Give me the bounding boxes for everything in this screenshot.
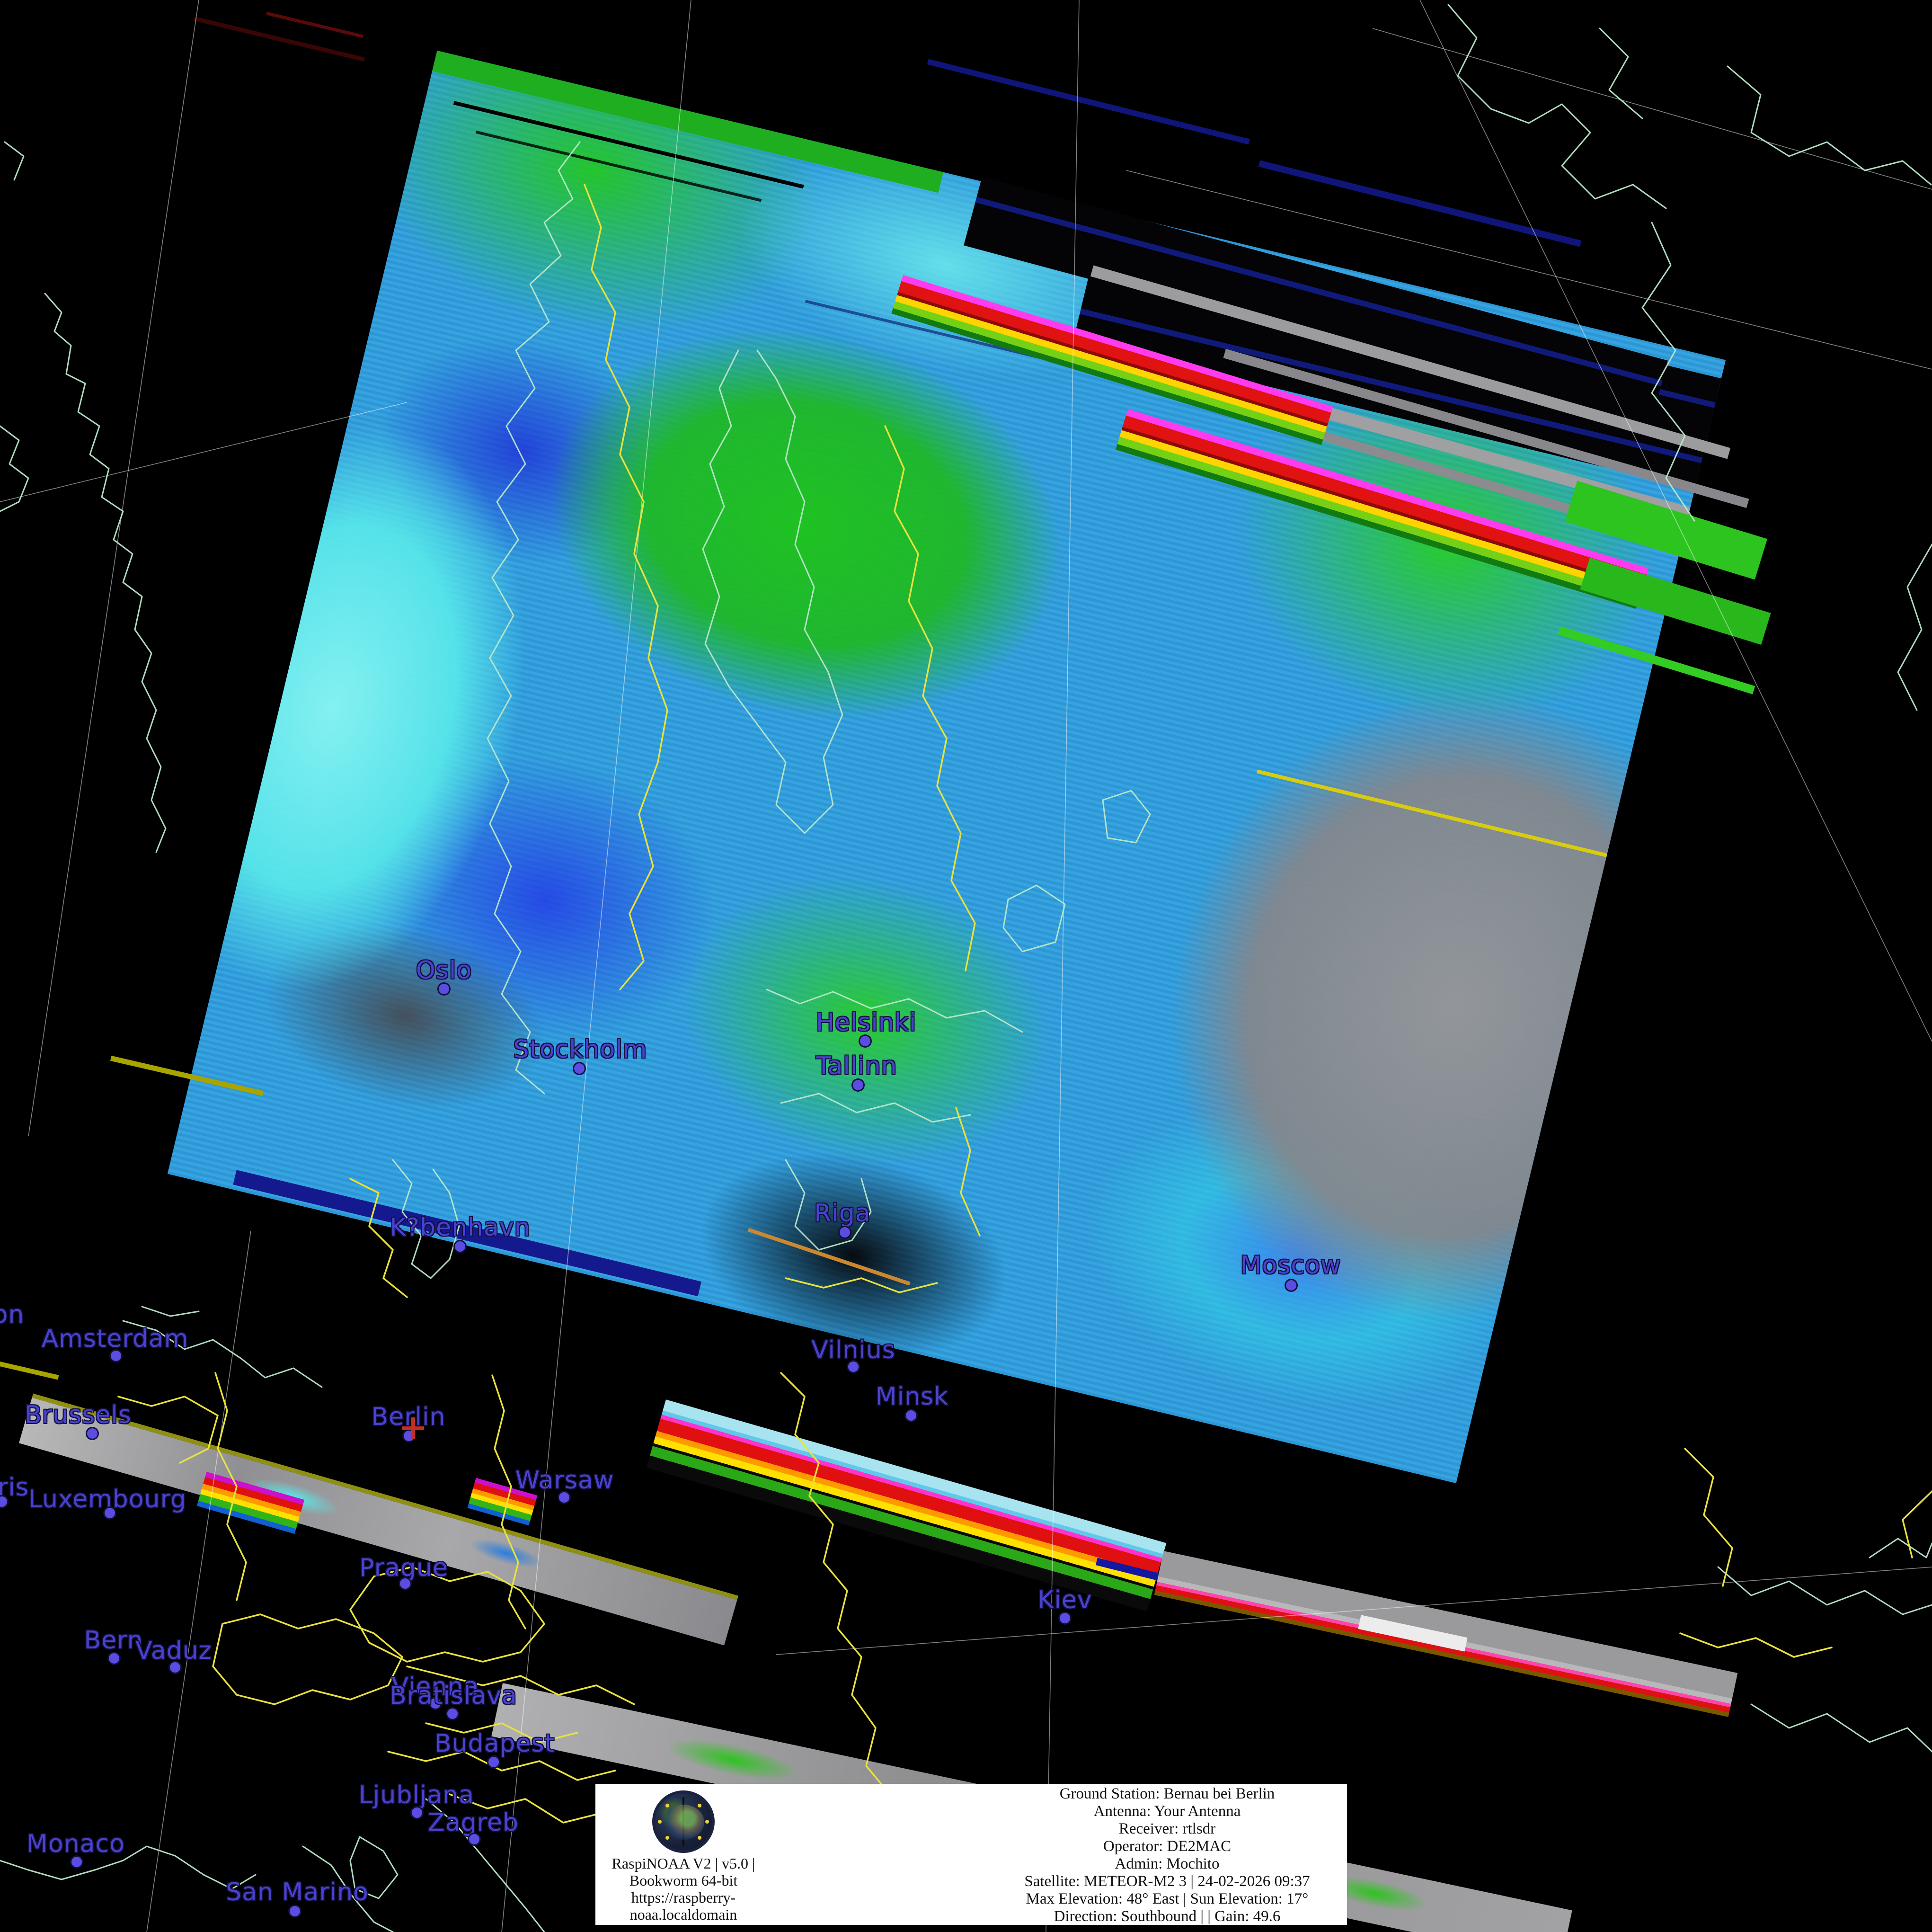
city-label-helsinki: Helsinki [815,1008,917,1037]
city-dot-budapest [488,1757,499,1767]
city-label-amsterdam: Amsterdam [41,1325,189,1353]
city-dot-brussels [87,1428,97,1439]
city-label-vilnius: Vilnius [811,1336,895,1364]
city-dot-vilnius [848,1362,859,1372]
city-dot-prague [400,1578,410,1589]
city-dot-monaco [71,1857,82,1867]
city-label-kobenhavn: K?benhavn [390,1213,531,1242]
city-label-brussels: Brussels [25,1401,132,1429]
raspberry-noaa-logo [652,1790,715,1853]
city-label-prague: Prague [359,1554,448,1582]
info-line: Operator: DE2MAC [1103,1838,1232,1855]
city-dot-helsinki [860,1036,870,1046]
city-label-kiev: Kiev [1037,1586,1092,1614]
city-label-riga: Riga [814,1199,871,1228]
city-label-london-partial: on [0,1300,25,1329]
city-dot-oslo [439,984,449,994]
city-label-warsaw: Warsaw [515,1466,614,1495]
city-label-moscow: Moscow [1240,1251,1341,1280]
city-dot-amsterdam [111,1351,121,1361]
city-dot-riga [840,1227,850,1238]
info-line: Bookworm 64-bit [629,1872,738,1889]
city-label-monaco: Monaco [27,1830,125,1858]
info-line: Admin: Mochito [1115,1855,1220,1872]
city-dot-ljubljana [412,1807,422,1818]
city-dot-warsaw [559,1492,569,1503]
city-label-minsk: Minsk [875,1382,949,1411]
city-dot-bern [109,1653,119,1664]
info-box: RaspiNOAA V2 | v5.0 | Bookworm 64-bit http… [595,1784,1347,1925]
software-info-lines: RaspiNOAA V2 | v5.0 | Bookworm 64-bit http… [595,1855,771,1923]
city-dot-tallinn [853,1080,863,1090]
city-dot-moscow [1286,1280,1296,1291]
info-line: https://raspberry- [631,1889,736,1906]
city-label-bern: Bern [84,1626,143,1655]
city-dot-paris-partial [0,1496,7,1507]
city-dot-kiev [1060,1613,1070,1623]
city-dot-san-marino [290,1906,300,1916]
info-line: Receiver: rtlsdr [1118,1820,1216,1837]
ground-station-marker [402,1417,424,1439]
city-dot-stockholm [574,1063,585,1074]
city-label-bratislava: Bratislava [390,1682,517,1710]
city-label-tallinn: Tallinn [816,1052,897,1080]
city-dot-vaduz [170,1662,180,1673]
info-line: RaspiNOAA V2 | v5.0 | [612,1855,755,1872]
city-label-budapest: Budapest [434,1729,555,1758]
info-line: Antenna: Your Antenna [1093,1803,1241,1820]
city-dot-luxembourg [105,1508,115,1518]
info-line: Satellite: METEOR-M2 3 | 24-02-2026 09:3… [1024,1873,1310,1890]
city-label-san-marino: San Marino [226,1878,369,1906]
city-dot-zagreb [469,1834,479,1844]
city-label-zagreb: Zagreb [428,1808,519,1837]
info-box-left-column: RaspiNOAA V2 | v5.0 | Bookworm 64-bit http… [595,1784,771,1925]
info-line: Direction: Southbound | | Gain: 49.6 [1054,1908,1281,1925]
city-dot-kobenhavn [455,1241,465,1252]
city-dot-minsk [906,1410,916,1421]
city-label-vaduz: Vaduz [135,1637,212,1665]
info-line: noaa.localdomain [629,1906,737,1923]
city-label-ljubljana: Ljubljana [359,1781,474,1809]
info-line: Max Elevation: 48° East | Sun Elevation:… [1026,1890,1309,1907]
city-dot-bratislava [447,1709,458,1719]
pass-info-lines: Ground Station: Bernau bei Berlin Antenna… [987,1785,1347,1925]
city-label-oslo: Oslo [416,956,472,985]
info-line: Ground Station: Bernau bei Berlin [1059,1785,1275,1802]
city-label-stockholm: Stockholm [513,1035,647,1064]
